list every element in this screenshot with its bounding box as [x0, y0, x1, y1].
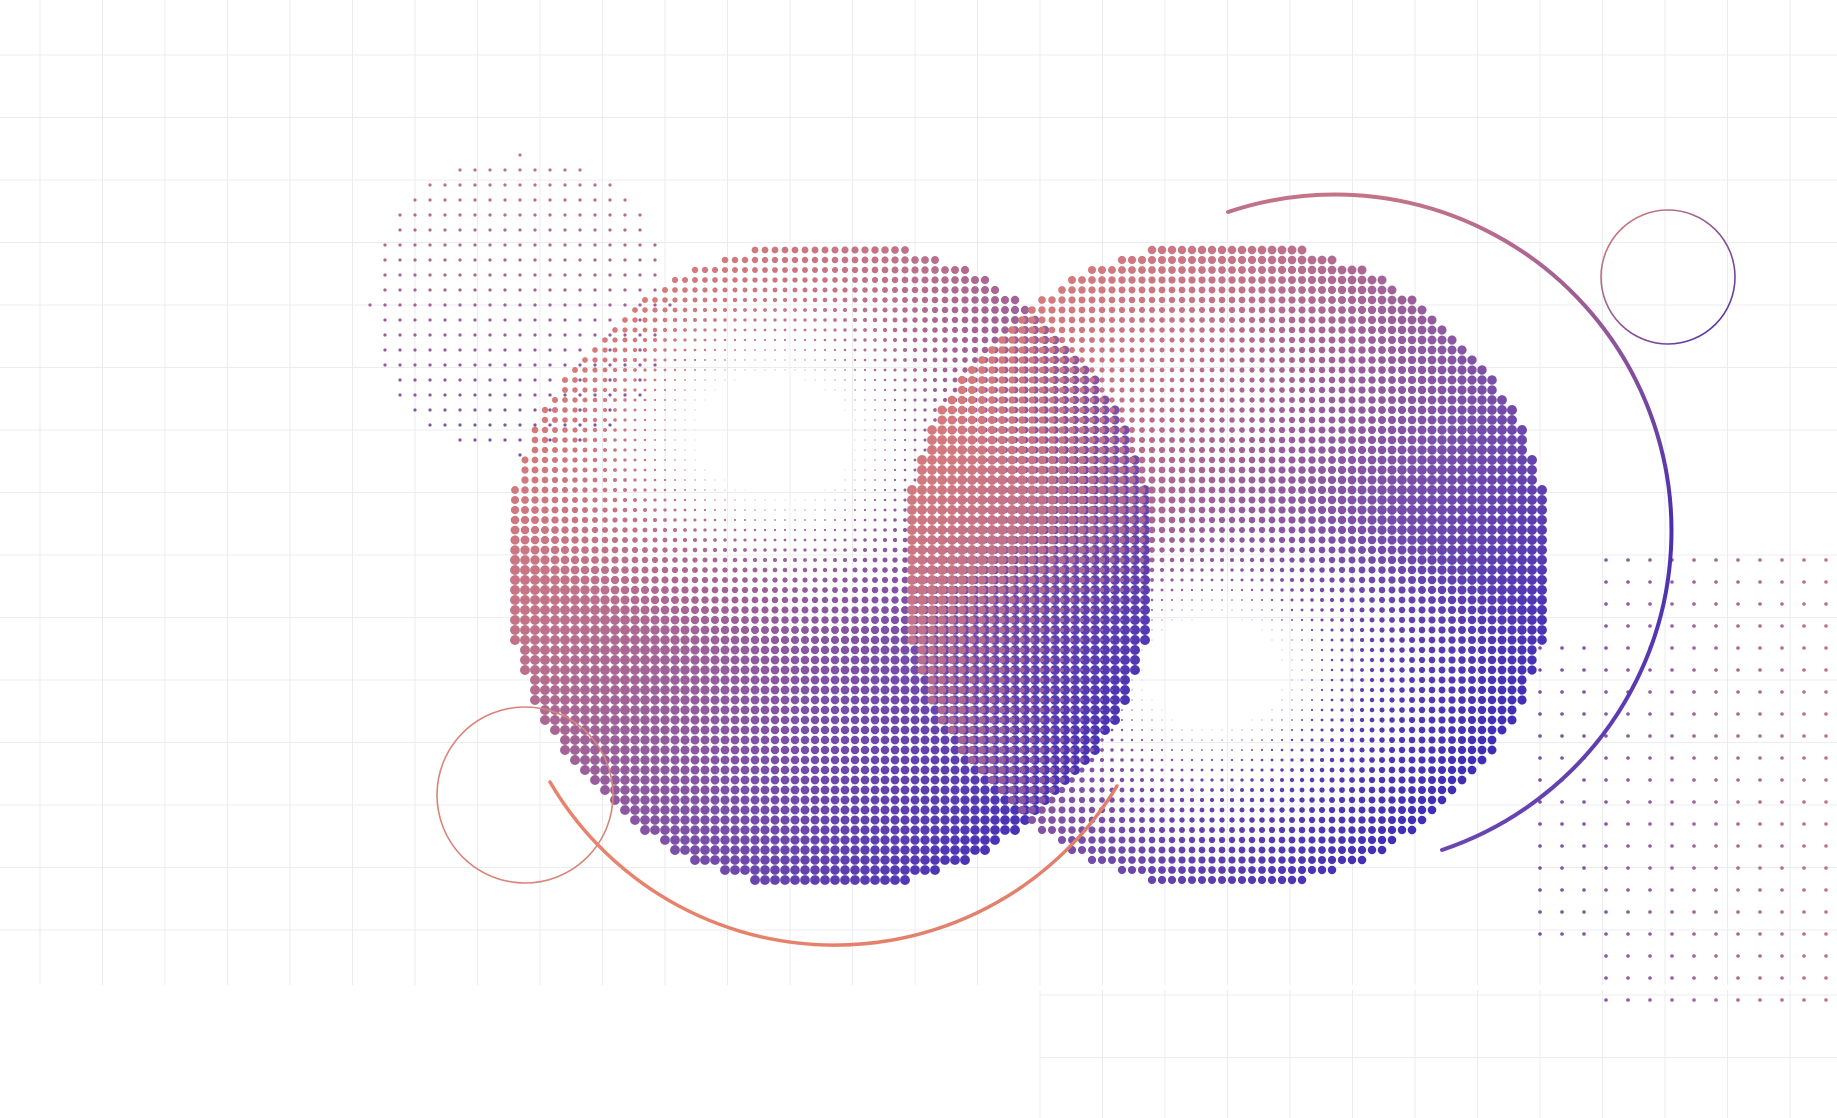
outline-ring-top-right [1600, 209, 1736, 345]
halftone-disc-right [907, 245, 1547, 885]
arc-right [1226, 192, 1674, 852]
dot-field-right [1538, 558, 1828, 1002]
dot-field-left [368, 153, 672, 457]
outline-ring-left [436, 706, 614, 884]
arc-left [548, 780, 1119, 947]
